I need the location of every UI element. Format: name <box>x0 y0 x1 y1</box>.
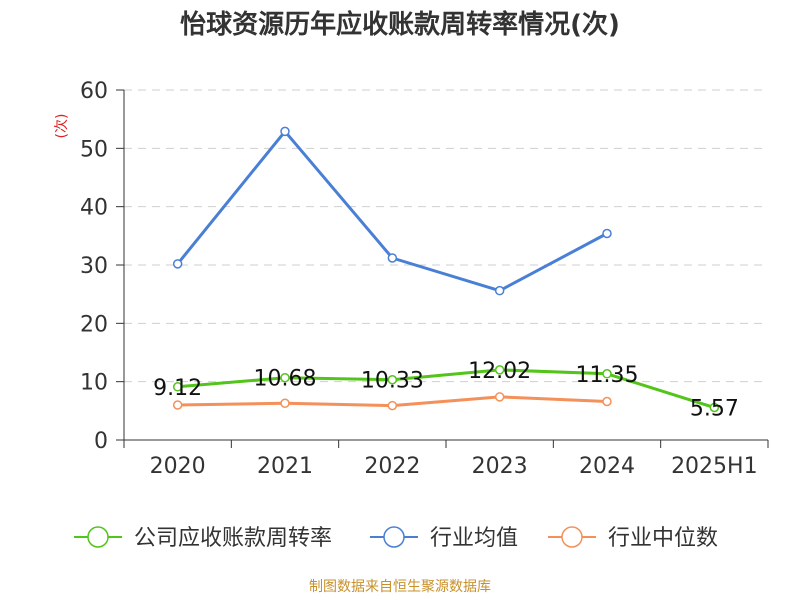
y-tick-label: 10 <box>80 371 108 396</box>
series-line-1 <box>176 129 608 293</box>
data-label: 5.57 <box>690 397 739 422</box>
data-point <box>494 285 505 296</box>
data-point <box>280 398 290 408</box>
data-label: 11.35 <box>576 363 639 388</box>
legend-item-1: 行业均值 <box>370 526 518 551</box>
data-point <box>280 372 290 383</box>
data-label: 10.68 <box>254 367 317 392</box>
data-point <box>387 253 398 263</box>
legend: 公司应收账款周转率 行业均值 行业中位数 <box>74 526 718 551</box>
y-tick-label: 60 <box>80 79 108 104</box>
data-point <box>494 392 505 402</box>
legend-label: 公司应收账款周转率 <box>134 526 332 551</box>
data-label: 10.33 <box>361 369 424 394</box>
series-lines <box>172 126 720 413</box>
legend-label: 行业均值 <box>430 526 518 551</box>
data-point <box>494 365 505 375</box>
data-point <box>602 228 612 239</box>
data-point <box>172 259 183 269</box>
y-tick-label: 0 <box>94 429 108 454</box>
x-tick-label: 2025H1 <box>671 454 758 479</box>
axes: 0 10 20 30 40 50 60 2020 2021 2022 2023 2024 2025H1 <box>80 79 769 479</box>
y-tick-label: 50 <box>80 137 108 162</box>
source-note: 制图数据来自恒生聚源数据库 <box>309 579 491 595</box>
y-tick-label: 30 <box>80 254 108 279</box>
legend-marker-circle <box>383 526 405 548</box>
series-line-0 <box>177 368 715 409</box>
data-point <box>602 396 612 407</box>
y-tick-label: 40 <box>80 196 108 221</box>
y-axis-unit-label: (次) <box>54 114 70 139</box>
data-label: 12.02 <box>468 359 531 384</box>
data-point <box>172 382 183 392</box>
legend-item-2: 行业中位数 <box>548 526 718 551</box>
legend-label: 行业中位数 <box>608 526 718 551</box>
data-point <box>172 400 183 410</box>
x-tick-label: 2023 <box>472 454 528 479</box>
legend-marker-circle <box>87 526 109 548</box>
data-label: 9.12 <box>153 376 202 401</box>
gridlines <box>124 89 768 383</box>
y-tick-label: 20 <box>80 312 108 337</box>
x-tick-label: 2021 <box>257 454 313 479</box>
data-point <box>709 402 720 413</box>
x-tick-label: 2024 <box>579 454 635 479</box>
data-point <box>602 369 612 379</box>
data-point <box>387 374 398 385</box>
chart-title: 怡球资源历年应收账款周转率情况(次) <box>180 9 620 40</box>
x-tick-label: 2020 <box>150 454 206 479</box>
data-labels: 9.12 10.68 10.33 12.02 11.35 5.57 <box>153 359 739 422</box>
data-point <box>280 126 290 137</box>
x-tick-label: 2022 <box>364 454 420 479</box>
legend-marker-circle <box>561 526 583 548</box>
data-point <box>387 400 398 411</box>
legend-item-0: 公司应收账款周转率 <box>74 526 332 551</box>
